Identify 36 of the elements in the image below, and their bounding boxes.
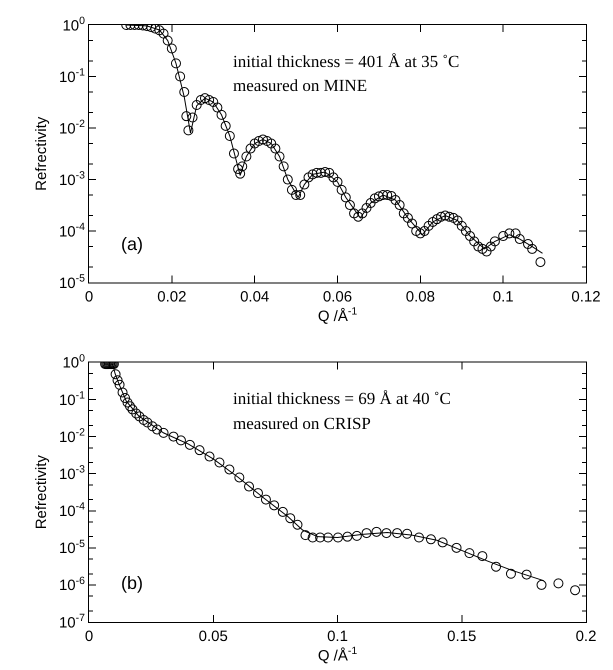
y-tick-label: 10$^{-1}$	[58, 389, 86, 409]
y-tick-label: 10$^{0}$	[62, 352, 86, 372]
y-tick-label: 10$^{-3}$	[58, 169, 86, 189]
x-tick-label: 0.05	[198, 628, 228, 645]
y-tick-label: 10$^{0}$	[62, 14, 86, 34]
x-axis-title: Q /Å$^{-1}$	[318, 645, 358, 664]
y-tick-label: 10$^{-3}$	[58, 464, 86, 483]
x-tick-label: 0.2	[576, 628, 596, 645]
y-tick-label: 10$^{-4}$	[58, 500, 86, 520]
annotation: measured on CRISP	[233, 414, 371, 433]
x-tick-label: 0.12	[571, 288, 601, 306]
x-tick-label: 0.15	[447, 628, 476, 645]
y-tick-label: 10$^{-2}$	[58, 426, 86, 446]
y-tick-label: 10$^{-2}$	[58, 118, 86, 138]
x-tick-label: 0.08	[406, 288, 435, 306]
y-axis-title: Refrectivity	[33, 116, 50, 191]
annotation: (a)	[121, 234, 143, 254]
x-tick-label: 0	[84, 288, 94, 306]
annotation: initial thickness = 401 Å at 35 ˚C	[233, 52, 460, 71]
x-axis-title: Q /Å$^{-1}$	[318, 306, 358, 325]
y-tick-label: 10$^{-7}$	[58, 612, 86, 632]
y-tick-label: 10$^{-6}$	[58, 574, 86, 594]
x-tick-label: 0.06	[322, 288, 352, 306]
y-tick-label: 10$^{-4}$	[58, 221, 86, 240]
x-tick-label: 0.1	[492, 288, 514, 306]
y-tick-label: 10$^{-1}$	[58, 66, 86, 86]
y-tick-label: 10$^{-5}$	[58, 272, 86, 292]
y-axis-title: Refrectivity	[33, 454, 50, 530]
annotation: (b)	[121, 573, 143, 593]
x-tick-label: 0.04	[240, 288, 270, 306]
x-tick-label: 0	[84, 628, 94, 645]
annotation: measured on MINE	[233, 76, 368, 95]
y-tick-label: 10$^{-5}$	[58, 538, 86, 558]
x-tick-label: 0.1	[327, 628, 348, 645]
x-tick-label: 0.02	[157, 288, 186, 306]
annotation: initial thickness = 69 Å at 40 ˚C	[233, 389, 451, 408]
